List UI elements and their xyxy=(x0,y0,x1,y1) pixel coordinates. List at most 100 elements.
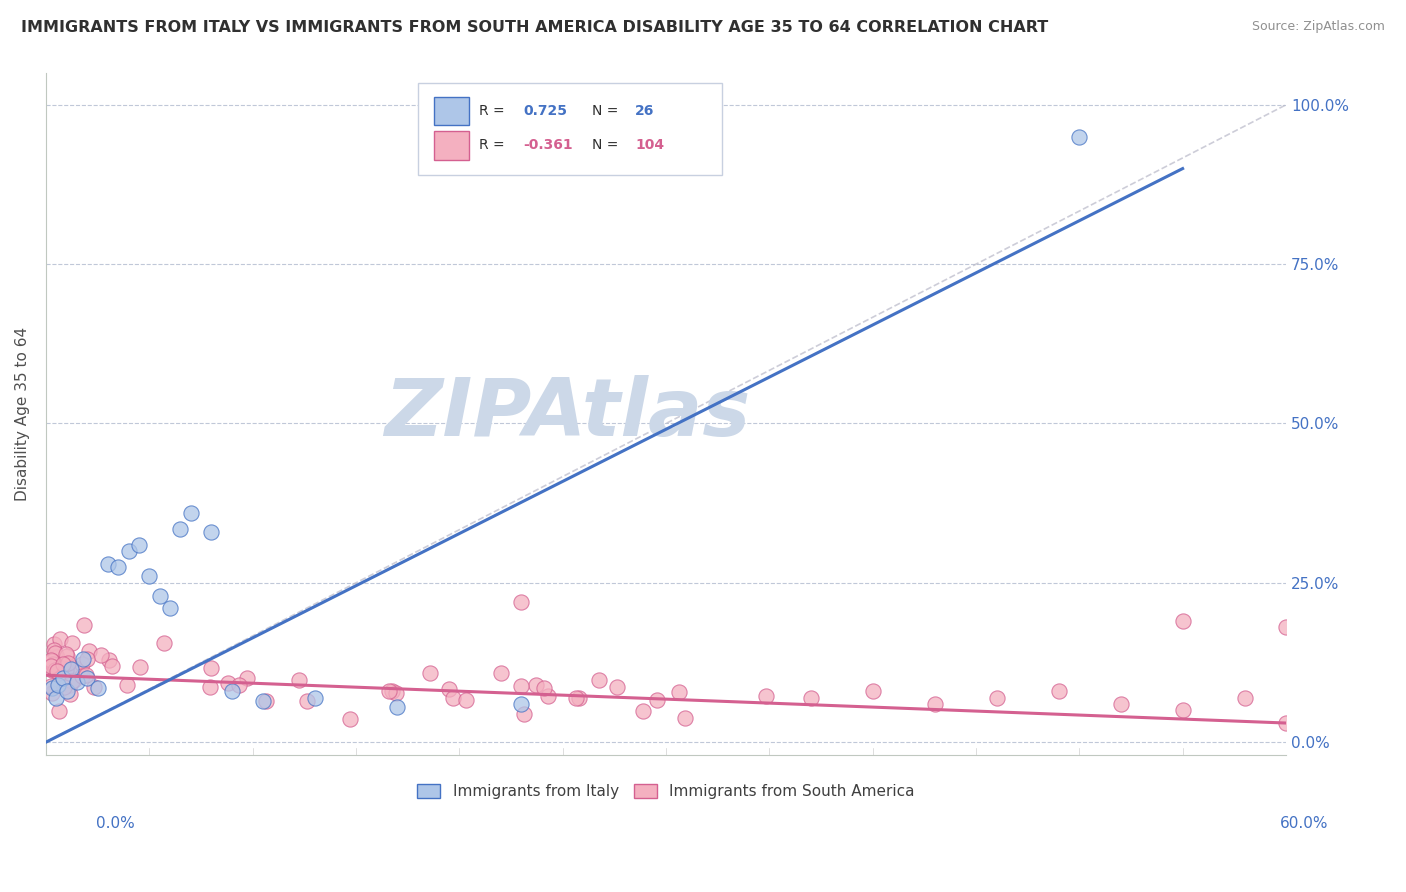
FancyBboxPatch shape xyxy=(418,83,721,175)
Point xyxy=(41,679,63,693)
Point xyxy=(1233,690,1256,705)
Point xyxy=(533,681,555,695)
Point xyxy=(117,544,139,558)
Point xyxy=(90,648,112,662)
Point xyxy=(169,522,191,536)
Point xyxy=(66,674,89,689)
Point xyxy=(153,636,176,650)
Point xyxy=(48,632,70,646)
Point xyxy=(217,676,239,690)
Point xyxy=(117,678,139,692)
Point xyxy=(44,646,66,660)
Point xyxy=(55,657,77,671)
Point xyxy=(252,694,274,708)
Text: R =: R = xyxy=(478,104,505,118)
Point xyxy=(63,661,86,675)
Point xyxy=(673,711,696,725)
Point xyxy=(489,665,512,680)
Text: -0.361: -0.361 xyxy=(523,138,574,153)
Point xyxy=(70,657,93,672)
Point xyxy=(97,557,120,571)
Point xyxy=(339,712,361,726)
Point xyxy=(510,697,533,711)
Point xyxy=(159,601,181,615)
Text: N =: N = xyxy=(592,104,619,118)
Point xyxy=(631,704,654,718)
Point xyxy=(304,690,326,705)
Text: Source: ZipAtlas.com: Source: ZipAtlas.com xyxy=(1251,20,1385,33)
Point xyxy=(51,657,73,671)
Point xyxy=(101,658,124,673)
Point xyxy=(454,693,477,707)
Point xyxy=(588,673,610,687)
Point xyxy=(228,678,250,692)
Y-axis label: Disability Age 35 to 64: Disability Age 35 to 64 xyxy=(15,326,30,501)
Point xyxy=(69,665,91,680)
Point xyxy=(51,668,73,682)
Point xyxy=(79,644,101,658)
Point xyxy=(512,707,534,722)
Text: 0.725: 0.725 xyxy=(523,104,568,118)
Point xyxy=(76,652,98,666)
Point xyxy=(63,673,86,687)
Point xyxy=(70,668,93,682)
Point xyxy=(52,680,75,694)
Point xyxy=(1275,620,1298,634)
Point xyxy=(58,656,80,670)
Point xyxy=(200,524,222,539)
Point xyxy=(149,589,172,603)
Point xyxy=(568,691,591,706)
Point xyxy=(58,686,80,700)
Point xyxy=(45,649,67,664)
Point xyxy=(60,636,83,650)
Point xyxy=(39,652,62,666)
Point xyxy=(51,656,73,670)
Point xyxy=(295,693,318,707)
Point xyxy=(48,678,70,692)
Point xyxy=(924,697,946,711)
Text: N =: N = xyxy=(592,138,619,153)
Point xyxy=(441,690,464,705)
Point xyxy=(55,684,77,698)
Point xyxy=(59,662,82,676)
Text: 26: 26 xyxy=(636,104,654,118)
Point xyxy=(73,618,96,632)
Point xyxy=(387,700,409,714)
Point xyxy=(107,560,129,574)
Point xyxy=(41,654,63,668)
Point xyxy=(53,661,76,675)
Point xyxy=(55,648,77,662)
Point xyxy=(138,569,160,583)
Point xyxy=(44,663,66,677)
Point xyxy=(1069,129,1091,144)
Point xyxy=(419,665,441,680)
Point xyxy=(53,666,76,681)
Point xyxy=(862,684,884,698)
Point xyxy=(51,672,73,686)
Point xyxy=(59,677,82,691)
Text: 0.0%: 0.0% xyxy=(96,816,135,830)
Point xyxy=(97,653,120,667)
Point xyxy=(510,595,533,609)
Point xyxy=(48,704,70,718)
Point xyxy=(39,658,62,673)
Point xyxy=(180,506,202,520)
Point xyxy=(86,681,108,695)
Text: R =: R = xyxy=(478,138,505,153)
Point xyxy=(1171,614,1194,628)
Point xyxy=(83,681,105,695)
Point xyxy=(41,663,63,677)
Point xyxy=(42,637,65,651)
Point xyxy=(198,680,221,694)
Point xyxy=(385,686,408,700)
Point xyxy=(288,673,311,688)
Point xyxy=(645,692,668,706)
Point xyxy=(46,650,69,665)
Point xyxy=(236,671,259,685)
Point xyxy=(437,682,460,697)
Point xyxy=(41,686,63,700)
Point xyxy=(42,643,65,657)
Point xyxy=(800,690,823,705)
Point xyxy=(72,652,94,666)
Point xyxy=(510,679,533,693)
